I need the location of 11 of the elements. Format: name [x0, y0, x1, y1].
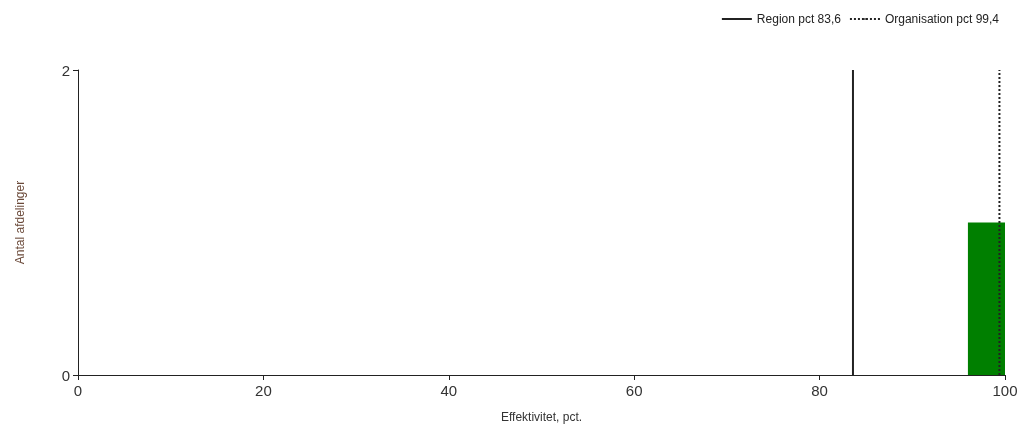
legend-label: Region pct 83,6 [756, 12, 842, 26]
x-tick-label: 20 [255, 382, 272, 399]
x-tick-label: 0 [73, 382, 83, 399]
x-tick-label: 100 [992, 382, 1018, 399]
y-tick-label: 2 [61, 61, 70, 79]
x-tick-label: 60 [625, 382, 643, 399]
y-axis-title: Antal afdelinger [13, 180, 27, 265]
x-tick-label: 40 [440, 382, 458, 399]
x-axis-title: Effektivitet, pct. [500, 410, 583, 424]
legend-label: Organisation pct 99,4 [884, 12, 1000, 26]
x-tick-label: 80 [811, 382, 828, 399]
